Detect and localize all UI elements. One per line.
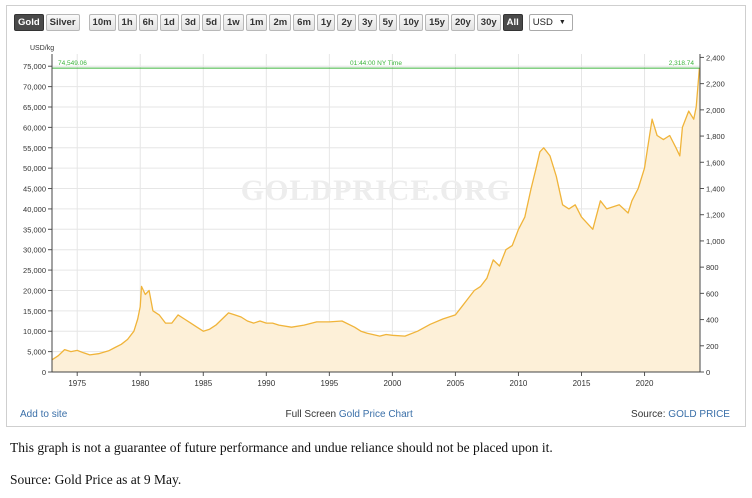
y-left-tick-label: 30,000 xyxy=(23,246,46,255)
y-left-tick-label: 40,000 xyxy=(23,205,46,214)
y-right-tick-label: 2,000 xyxy=(706,106,725,115)
y-right-tick-label: 800 xyxy=(706,263,719,272)
price-line xyxy=(51,68,701,361)
watermark-text: GOLDPRICE.ORG xyxy=(241,174,512,207)
y-right-tick-label: 200 xyxy=(706,342,719,351)
y-right-tick-label: 2,400 xyxy=(706,53,725,62)
y-unit-label: USD/kg xyxy=(30,45,54,52)
x-tick-label: 2005 xyxy=(447,379,465,388)
y-left-tick-label: 15,000 xyxy=(23,307,46,316)
metal-button-gold[interactable]: Gold xyxy=(14,13,44,31)
range-button-6m[interactable]: 6m xyxy=(293,13,315,31)
y-left-tick-label: 0 xyxy=(42,368,46,377)
current-time-label: 01:44:00 NY Time xyxy=(350,60,402,67)
source-prefix: Source: xyxy=(631,409,666,420)
x-tick-label: 2010 xyxy=(510,379,528,388)
range-button-5y[interactable]: 5y xyxy=(378,13,398,31)
y-left-tick-label: 60,000 xyxy=(23,123,46,132)
y-right-tick-label: 1,600 xyxy=(706,158,725,167)
y-left-tick-label: 35,000 xyxy=(23,225,46,234)
y-left-tick-label: 55,000 xyxy=(23,144,46,153)
range-button-1h[interactable]: 1h xyxy=(117,13,137,31)
x-tick-label: 1975 xyxy=(68,379,86,388)
price-area-fill xyxy=(52,68,700,372)
y-right-tick-label: 2,200 xyxy=(706,80,725,89)
range-button-1d[interactable]: 1d xyxy=(159,13,179,31)
chart-footer: Add to site Full Screen Gold Price Chart… xyxy=(20,409,730,420)
x-tick-label: 1990 xyxy=(257,379,275,388)
x-tick-label: 2000 xyxy=(383,379,401,388)
y-right-tick-label: 400 xyxy=(706,316,719,325)
x-tick-label: 1980 xyxy=(131,379,149,388)
range-button-1m[interactable]: 1m xyxy=(245,13,268,31)
range-button-10y[interactable]: 10y xyxy=(399,13,424,31)
y-left-tick-label: 65,000 xyxy=(23,103,46,112)
x-tick-label: 1995 xyxy=(320,379,338,388)
range-button-15y[interactable]: 15y xyxy=(425,13,449,31)
range-button-5d[interactable]: 5d xyxy=(201,13,222,31)
metal-button-silver[interactable]: Silver xyxy=(45,13,80,31)
chevron-down-icon: ▼ xyxy=(558,18,566,26)
range-button-20y[interactable]: 20y xyxy=(450,13,475,31)
range-button-all[interactable]: All xyxy=(502,13,523,31)
current-price-right-label: 2,318.74 xyxy=(669,60,695,67)
gold-price-source-link[interactable]: GOLD PRICE xyxy=(668,409,730,420)
chart-toolbar: Gold Silver 10m 1h 6h 1d 3d 5d 1w 1m 2m 6m 1y 2y 3y 5y 1… xyxy=(14,12,573,32)
range-button-2y[interactable]: 2y xyxy=(337,13,357,31)
range-button-3y[interactable]: 3y xyxy=(358,13,377,31)
y-right-tick-label: 1,200 xyxy=(706,211,725,220)
x-tick-label: 2015 xyxy=(573,379,591,388)
y-right-tick-label: 1,000 xyxy=(706,237,725,246)
y-left-tick-label: 10,000 xyxy=(23,327,46,336)
currency-value: USD xyxy=(532,16,553,28)
range-button-3d[interactable]: 3d xyxy=(180,13,200,31)
range-button-30y[interactable]: 30y xyxy=(476,13,501,31)
y-left-tick-label: 45,000 xyxy=(23,185,46,194)
source-group: Source: GOLD PRICE xyxy=(631,409,730,420)
gold-price-chart: 0 5,000 10,000 15,000 20,000 25,000 30,000 35,0… xyxy=(23,45,725,388)
x-tick-label: 1985 xyxy=(194,379,212,388)
currency-select[interactable]: USD ▼ xyxy=(528,13,573,31)
fullscreen-link-group: Full Screen Gold Price Chart xyxy=(286,409,413,420)
y-right-tick-label: 600 xyxy=(706,289,719,298)
y-left-tick-label: 5,000 xyxy=(27,348,46,357)
y-left-tick-label: 20,000 xyxy=(23,286,46,295)
y-right-tick-label: 0 xyxy=(706,368,710,377)
y-left-tick-label: 50,000 xyxy=(23,164,46,173)
add-to-site-link[interactable]: Add to site xyxy=(20,409,68,420)
y-left-tick-label: 25,000 xyxy=(23,266,46,275)
y-right-tick-label: 1,400 xyxy=(706,184,725,193)
range-button-10m[interactable]: 10m xyxy=(88,13,116,31)
y-right-tick-label: 1,800 xyxy=(706,132,725,141)
x-tick-label: 2020 xyxy=(636,379,654,388)
fullscreen-prefix: Full Screen xyxy=(285,409,337,420)
source-caption: Source: Gold Price as at 9 May. xyxy=(10,472,182,487)
gold-price-chart-link[interactable]: Gold Price Chart xyxy=(338,409,413,420)
y-left-tick-label: 75,000 xyxy=(23,62,46,71)
range-button-1w[interactable]: 1w xyxy=(223,13,244,31)
range-button-2m[interactable]: 2m xyxy=(269,13,292,31)
y-left-tick-label: 70,000 xyxy=(23,83,46,92)
range-button-1y[interactable]: 1y xyxy=(316,13,336,31)
range-button-6h[interactable]: 6h xyxy=(138,13,158,31)
disclaimer-text: This graph is not a guarantee of future … xyxy=(10,440,553,455)
current-price-left-label: 74,549.06 xyxy=(58,60,87,67)
